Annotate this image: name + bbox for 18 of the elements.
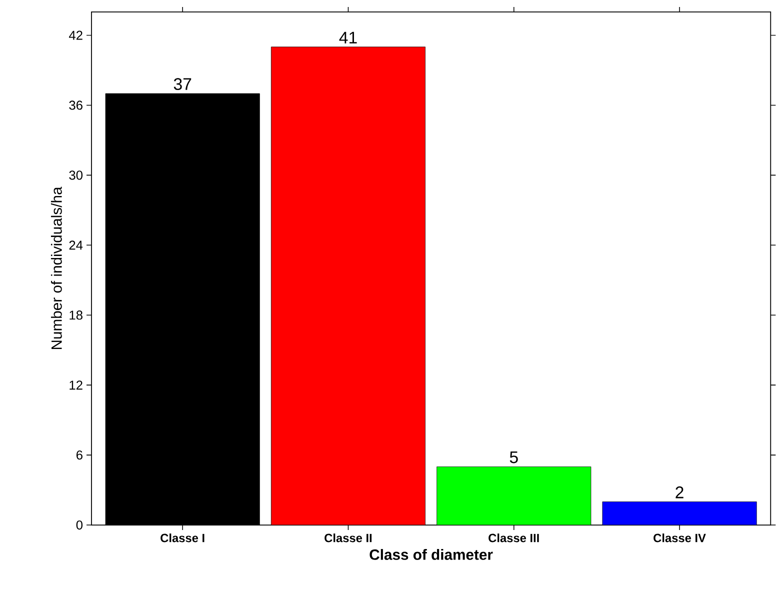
- y-axis-title: Number of individuals/ha: [50, 186, 62, 350]
- data-label: 37: [174, 78, 192, 90]
- y-tick-label: 24: [69, 240, 83, 250]
- y-tick-label: 42: [68, 30, 82, 40]
- data-label: 5: [510, 452, 518, 464]
- y-tick-label: 0: [76, 520, 83, 530]
- y-tick-label: 18: [70, 310, 82, 320]
- x-axis-title: Class of diameter: [370, 549, 493, 560]
- y-tick-label: 12: [70, 380, 82, 390]
- x-tick-label: Classe I: [160, 534, 204, 542]
- y-tick-label: 30: [69, 170, 83, 180]
- x-tick-label: Classe IV: [654, 534, 706, 542]
- data-label: 2: [676, 486, 684, 498]
- x-tick-label: Classe III: [488, 534, 539, 542]
- y-tick-label: 36: [69, 100, 82, 110]
- x-tick-label: Classe II: [324, 534, 372, 542]
- y-tick-label: 6: [76, 450, 82, 460]
- data-label: 41: [339, 32, 357, 44]
